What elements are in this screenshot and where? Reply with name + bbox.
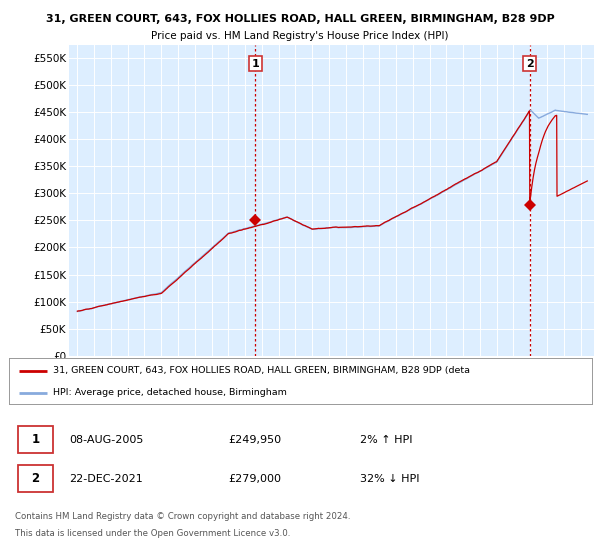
Text: £249,950: £249,950 [228,435,281,445]
Text: 1: 1 [31,433,40,446]
Text: Price paid vs. HM Land Registry's House Price Index (HPI): Price paid vs. HM Land Registry's House … [151,31,449,41]
Text: 31, GREEN COURT, 643, FOX HOLLIES ROAD, HALL GREEN, BIRMINGHAM, B28 9DP: 31, GREEN COURT, 643, FOX HOLLIES ROAD, … [46,14,554,24]
Text: 1: 1 [251,59,259,69]
Text: Contains HM Land Registry data © Crown copyright and database right 2024.: Contains HM Land Registry data © Crown c… [15,512,350,521]
Text: 2: 2 [526,59,533,69]
Text: £279,000: £279,000 [228,474,281,484]
Text: 32% ↓ HPI: 32% ↓ HPI [360,474,419,484]
Text: This data is licensed under the Open Government Licence v3.0.: This data is licensed under the Open Gov… [15,529,290,538]
Text: 08-AUG-2005: 08-AUG-2005 [69,435,143,445]
Text: 2% ↑ HPI: 2% ↑ HPI [360,435,413,445]
Text: 22-DEC-2021: 22-DEC-2021 [69,474,143,484]
Text: 31, GREEN COURT, 643, FOX HOLLIES ROAD, HALL GREEN, BIRMINGHAM, B28 9DP (deta: 31, GREEN COURT, 643, FOX HOLLIES ROAD, … [53,366,470,375]
Text: 2: 2 [31,472,40,486]
Text: HPI: Average price, detached house, Birmingham: HPI: Average price, detached house, Birm… [53,388,287,398]
